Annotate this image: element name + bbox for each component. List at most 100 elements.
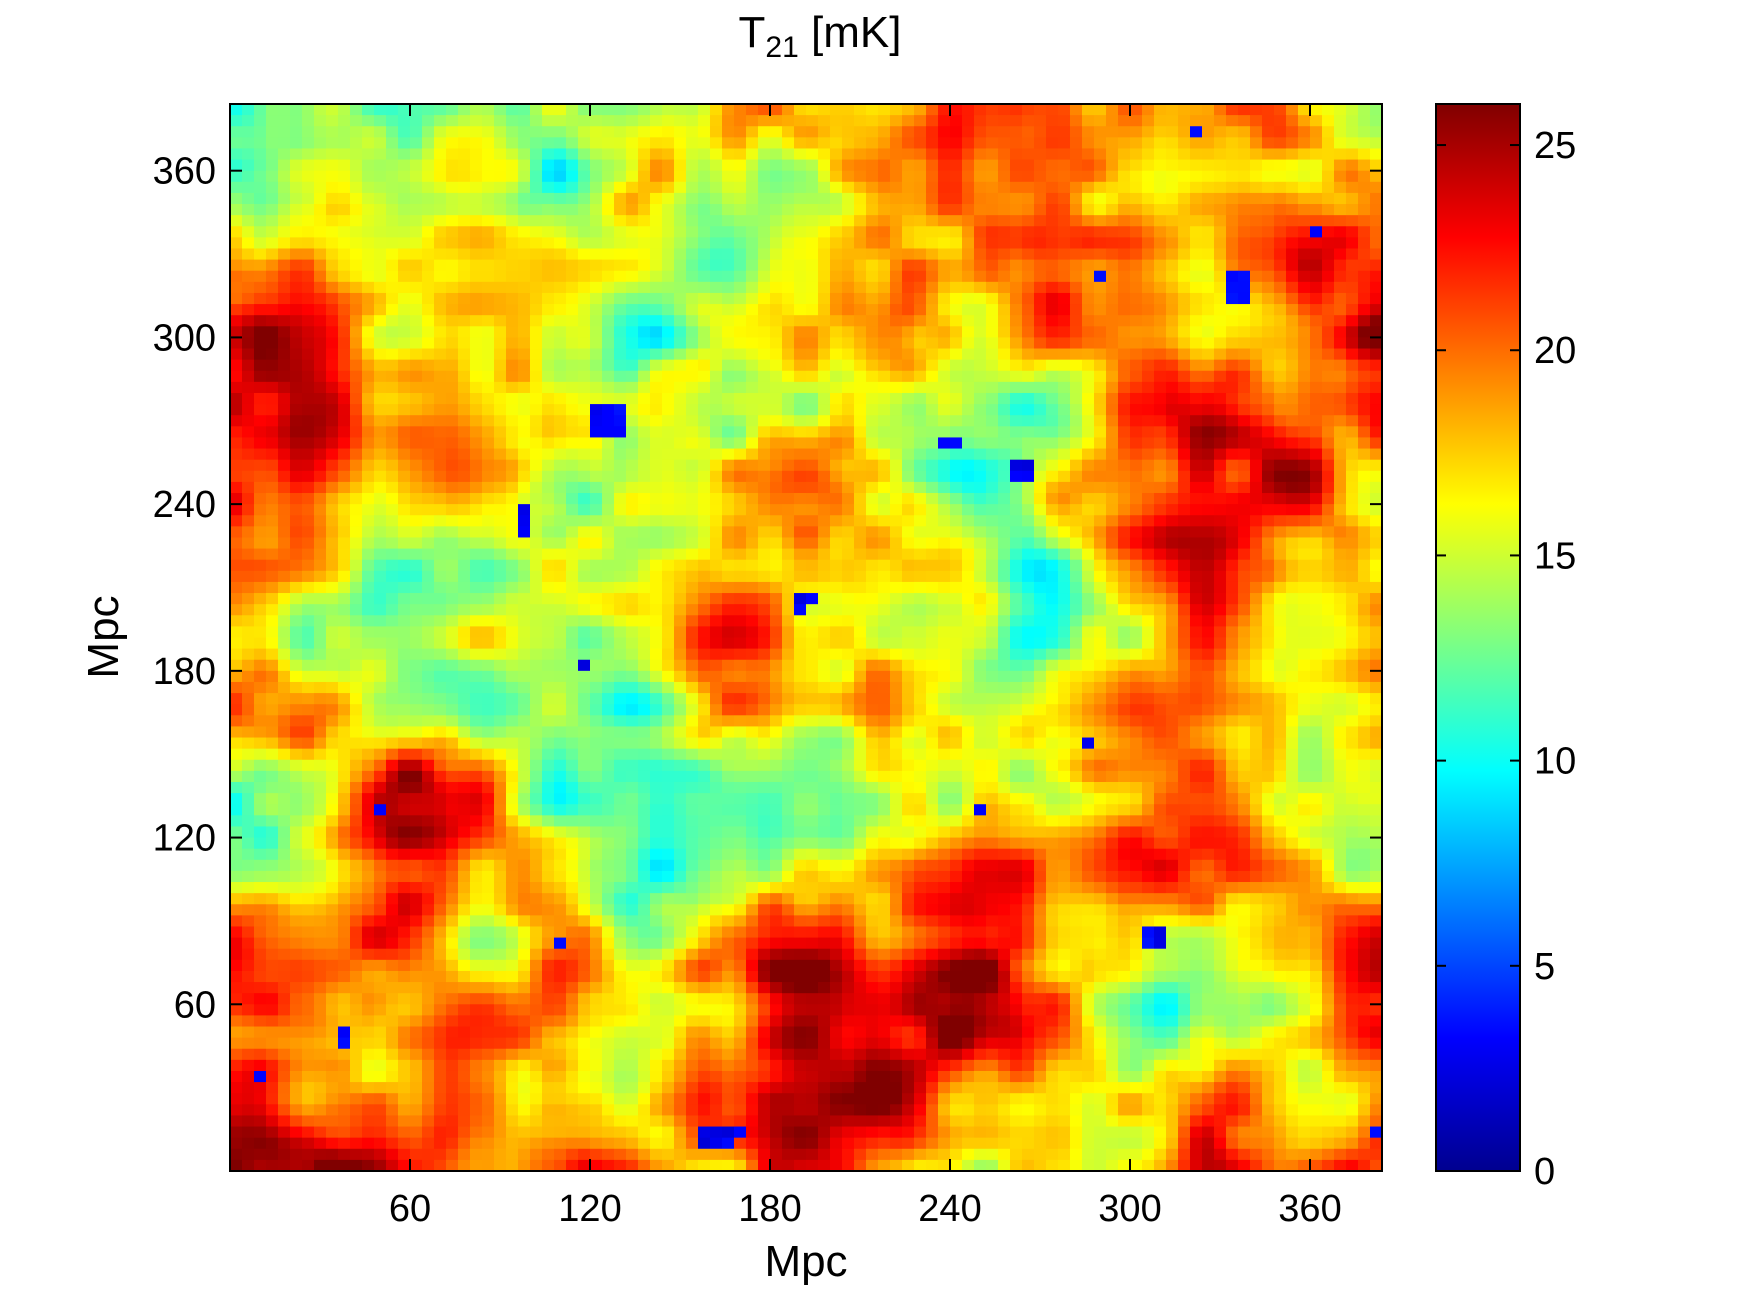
heatmap-cell <box>830 1137 843 1150</box>
heatmap-cell <box>842 304 855 316</box>
heatmap-cell <box>782 581 795 594</box>
heatmap-cell <box>386 392 399 405</box>
heatmap-cell <box>398 748 411 761</box>
heatmap-cell <box>710 748 723 761</box>
heatmap-cell <box>338 837 351 850</box>
heatmap-cell <box>710 893 723 905</box>
heatmap-cell <box>566 726 579 739</box>
heatmap-cell <box>770 1115 783 1128</box>
heatmap-cell <box>758 192 771 205</box>
heatmap-cell <box>758 470 771 483</box>
heatmap-cell <box>482 437 495 450</box>
heatmap-cell <box>710 359 723 372</box>
heatmap-cell <box>566 648 579 661</box>
heatmap-cell <box>470 215 483 227</box>
heatmap-cell <box>398 1137 411 1150</box>
heatmap-cell <box>446 670 459 683</box>
heatmap-cell <box>722 770 735 783</box>
heatmap-cell <box>554 1093 567 1105</box>
heatmap-cell <box>710 670 723 683</box>
heatmap-cell <box>686 192 699 205</box>
heatmap-cell <box>746 493 759 505</box>
heatmap-cell <box>602 681 615 694</box>
heatmap-cell <box>398 737 411 750</box>
heatmap-cell <box>410 993 423 1005</box>
heatmap-cell <box>770 615 783 627</box>
heatmap-cell <box>758 581 771 594</box>
heatmap-cell <box>290 137 303 150</box>
heatmap-cell <box>410 704 423 716</box>
heatmap-cell <box>830 670 843 683</box>
heatmap-cell <box>374 726 387 739</box>
heatmap-cell <box>686 548 699 561</box>
heatmap-cell <box>290 837 303 850</box>
heatmap-cell <box>830 115 843 127</box>
heatmap-cell <box>830 1070 843 1083</box>
heatmap-cell <box>650 1037 663 1050</box>
heatmap-cell <box>266 648 279 661</box>
heatmap-cell <box>650 604 663 616</box>
heatmap-cell <box>338 292 351 305</box>
heatmap-cell <box>326 715 339 728</box>
heatmap-cell <box>506 437 519 450</box>
heatmap-cell <box>518 537 531 550</box>
heatmap-cell <box>554 515 567 527</box>
heatmap-cell <box>818 426 831 439</box>
heatmap-cell <box>494 826 507 839</box>
heatmap-cell <box>482 148 495 161</box>
heatmap-cell <box>266 370 279 383</box>
heatmap-cell <box>758 1082 771 1094</box>
heatmap-cell <box>674 826 687 839</box>
heatmap-cell <box>626 970 639 983</box>
heatmap-cell <box>590 593 603 605</box>
heatmap-cell <box>422 1070 435 1083</box>
heatmap-cell <box>650 937 663 950</box>
heatmap-cell <box>326 993 339 1005</box>
heatmap-cell <box>458 226 471 238</box>
heatmap-cell <box>698 1148 711 1161</box>
heatmap-cell <box>650 415 663 427</box>
heatmap-cell <box>542 515 555 527</box>
heatmap-cell <box>686 370 699 383</box>
heatmap-cell <box>782 681 795 694</box>
heatmap-cell <box>794 737 807 750</box>
heatmap-cell <box>302 1159 315 1171</box>
heatmap-cell <box>602 315 615 327</box>
heatmap-cell <box>230 1082 243 1094</box>
heatmap-cell <box>734 970 747 983</box>
heatmap-cell <box>326 793 339 805</box>
heatmap-cell <box>518 348 531 361</box>
heatmap-cell <box>242 1004 255 1016</box>
heatmap-cell <box>350 893 363 905</box>
heatmap-cell <box>746 1059 759 1072</box>
heatmap-cell <box>362 326 375 338</box>
heatmap-cell <box>422 1048 435 1061</box>
heatmap-cell <box>254 759 267 772</box>
heatmap-cell <box>698 637 711 650</box>
heatmap-cell <box>278 515 291 527</box>
heatmap-cell <box>554 815 567 828</box>
heatmap-cell <box>698 993 711 1005</box>
heatmap-cell <box>602 815 615 828</box>
heatmap-cell <box>794 659 807 672</box>
heatmap-cell <box>254 481 267 494</box>
heatmap-cell <box>578 793 591 805</box>
heatmap-cell <box>278 226 291 238</box>
heatmap-cell <box>242 904 255 916</box>
heatmap-cell <box>290 304 303 316</box>
heatmap-cell <box>302 370 315 383</box>
heatmap-cell <box>698 715 711 728</box>
heatmap-cell <box>770 426 783 439</box>
heatmap-cell <box>674 982 687 994</box>
heatmap-cell <box>770 870 783 883</box>
heatmap-cell <box>470 315 483 327</box>
heatmap-cell <box>710 493 723 505</box>
heatmap-cell <box>386 859 399 872</box>
heatmap-cell <box>602 192 615 205</box>
heatmap-cell <box>674 281 687 294</box>
heatmap-cell <box>326 515 339 527</box>
heatmap-cell <box>410 1126 423 1139</box>
heatmap-cell <box>722 793 735 805</box>
heatmap-cell <box>614 581 627 594</box>
heatmap-cell <box>398 581 411 594</box>
